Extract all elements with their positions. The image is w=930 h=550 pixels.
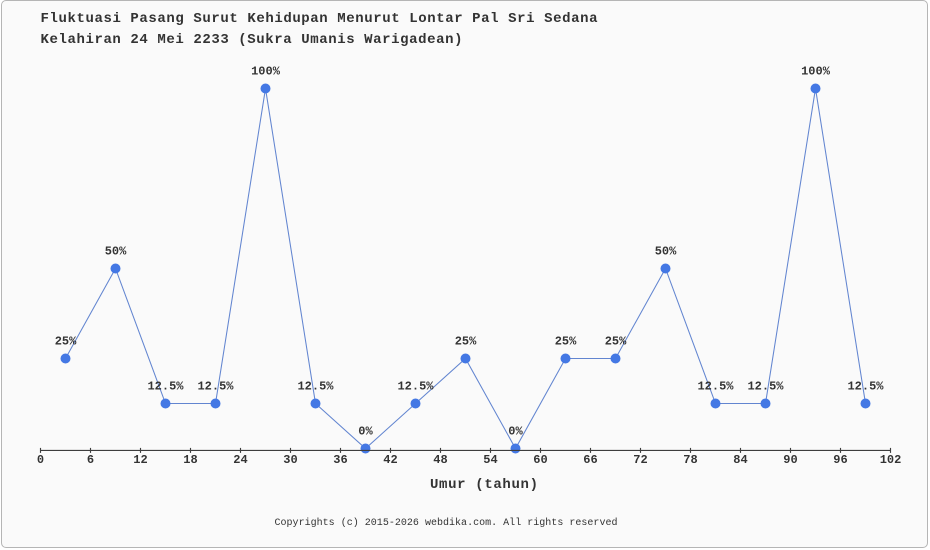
- svg-text:100%: 100%: [801, 65, 831, 79]
- svg-text:25%: 25%: [455, 335, 477, 349]
- svg-text:12.5%: 12.5%: [397, 380, 434, 394]
- svg-text:66: 66: [583, 453, 597, 467]
- svg-text:25%: 25%: [605, 335, 627, 349]
- svg-text:30: 30: [283, 453, 297, 467]
- svg-text:50%: 50%: [105, 245, 127, 259]
- svg-text:0%: 0%: [508, 425, 523, 439]
- svg-text:100%: 100%: [251, 65, 281, 79]
- svg-text:48: 48: [433, 453, 447, 467]
- svg-text:12.5%: 12.5%: [747, 380, 784, 394]
- svg-text:12.5%: 12.5%: [847, 380, 884, 394]
- svg-text:0: 0: [37, 453, 44, 467]
- svg-text:102: 102: [880, 453, 902, 467]
- svg-text:6: 6: [87, 453, 94, 467]
- svg-text:12.5%: 12.5%: [197, 380, 234, 394]
- svg-text:18: 18: [183, 453, 197, 467]
- svg-text:12.5%: 12.5%: [697, 380, 734, 394]
- svg-text:12.5%: 12.5%: [147, 380, 184, 394]
- svg-text:60: 60: [533, 453, 547, 467]
- svg-text:24: 24: [233, 453, 247, 467]
- svg-text:42: 42: [383, 453, 397, 467]
- svg-text:25%: 25%: [55, 335, 77, 349]
- svg-text:50%: 50%: [655, 245, 677, 259]
- svg-text:12.5%: 12.5%: [297, 380, 334, 394]
- svg-text:78: 78: [683, 453, 697, 467]
- svg-text:12: 12: [133, 453, 147, 467]
- svg-text:84: 84: [733, 453, 747, 467]
- svg-text:54: 54: [483, 453, 497, 467]
- svg-text:Umur (tahun): Umur (tahun): [430, 477, 538, 493]
- svg-text:Fluktuasi Pasang Surut Kehidup: Fluktuasi Pasang Surut Kehidupan Menurut…: [41, 11, 599, 27]
- svg-text:Kelahiran 24 Mei 2233 (Sukra U: Kelahiran 24 Mei 2233 (Sukra Umanis Wari…: [41, 32, 463, 48]
- svg-text:72: 72: [633, 453, 647, 467]
- svg-text:36: 36: [333, 453, 347, 467]
- svg-text:25%: 25%: [555, 335, 577, 349]
- svg-text:Copyrights (c) 2015-2026 webdi: Copyrights (c) 2015-2026 webdika.com. Al…: [275, 517, 618, 529]
- svg-text:96: 96: [833, 453, 847, 467]
- svg-text:0%: 0%: [358, 425, 373, 439]
- svg-text:90: 90: [783, 453, 797, 467]
